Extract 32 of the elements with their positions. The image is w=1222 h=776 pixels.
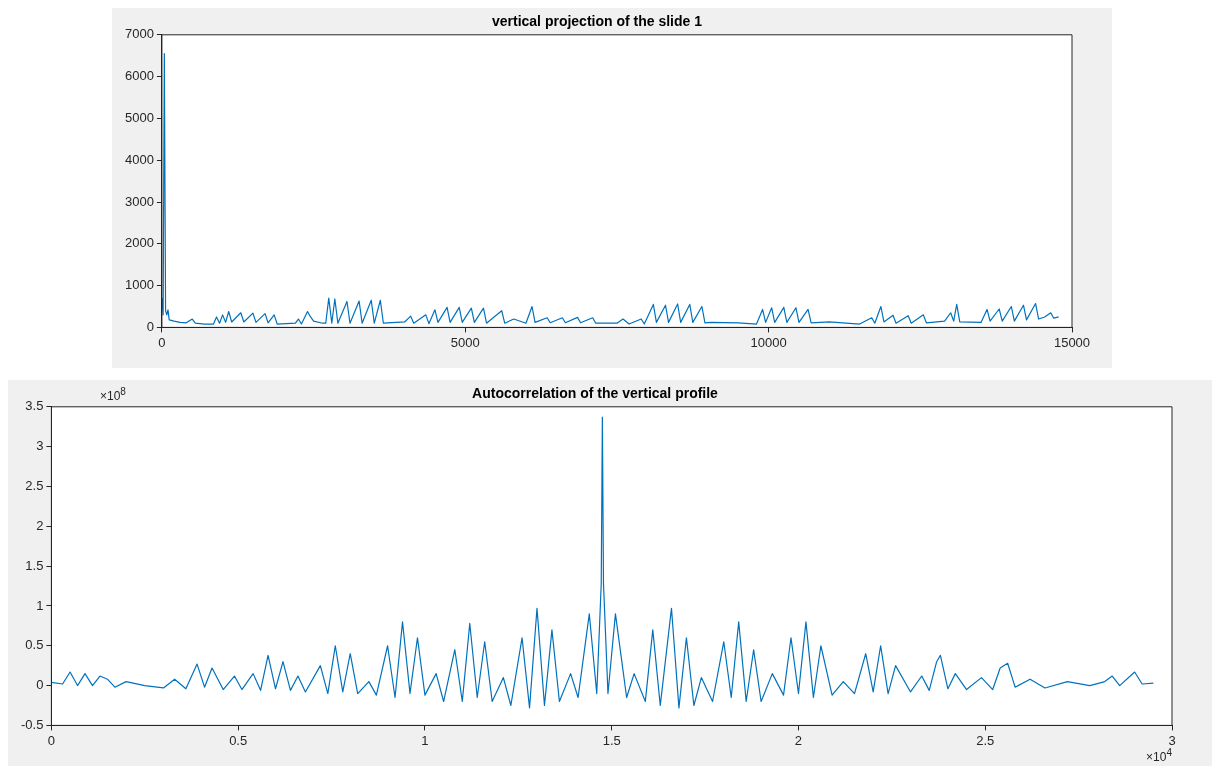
x-tick-label: 1.5: [602, 732, 621, 748]
y-tick-label: 3: [36, 438, 44, 454]
y-tick-label: 1.5: [25, 557, 44, 573]
chart-title: Autocorrelation of the vertical profile: [472, 385, 719, 402]
x-tick-label: 1: [421, 732, 429, 748]
y-tick-label: 2000: [125, 235, 154, 251]
y-tick-label: 1000: [125, 277, 154, 293]
y-tick-label: 2.5: [25, 478, 44, 494]
x-tick-label: 2.5: [976, 732, 995, 748]
y-tick-label: 5000: [125, 109, 154, 125]
x-tick-label: 0: [47, 732, 56, 748]
x-tick-label: 3: [1168, 732, 1176, 748]
y-tick-label: 0: [146, 318, 154, 334]
y-tick-label: 0: [36, 677, 44, 693]
x-tick-label: 10000: [750, 334, 787, 350]
y-tick-label: 1: [36, 597, 44, 613]
x-tick-label: 0: [158, 334, 166, 350]
x-tick-label: 2: [794, 732, 803, 748]
y-tick-label: 3000: [125, 193, 154, 209]
x-tick-label: 0.5: [229, 732, 248, 748]
chart-title: vertical projection of the slide 1: [491, 13, 703, 30]
y-tick-label: -0.5: [20, 716, 44, 732]
text: ×10$^{4}$: [1146, 747, 1172, 764]
y-tick-label: 0.5: [25, 637, 44, 653]
x-tick-label: 5000: [450, 334, 480, 350]
y-tick-label: 4000: [125, 151, 154, 167]
x-tick-label: 15000: [1053, 334, 1091, 350]
y-tick-label: 3.5: [25, 398, 44, 414]
y-tick-label: 7000: [125, 26, 154, 42]
y-tick-label: 2: [36, 517, 44, 533]
y-tick-label: 6000: [125, 68, 154, 84]
text: ×10$^{8}$: [100, 386, 126, 403]
